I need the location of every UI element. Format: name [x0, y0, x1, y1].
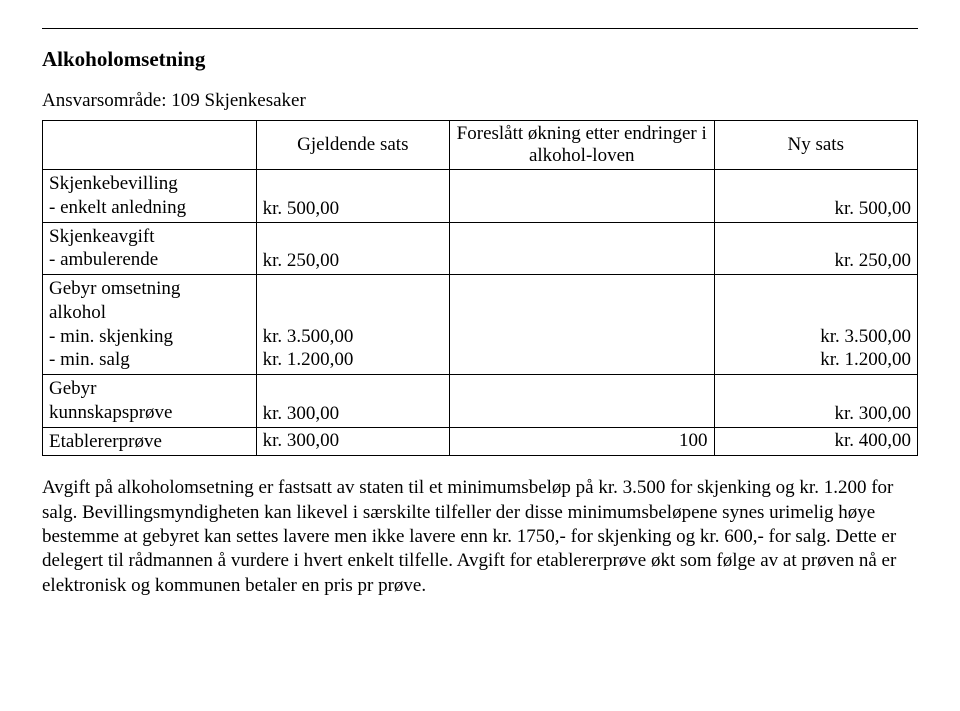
value-line: [721, 277, 912, 301]
row-label: Gebyr kunnskapsprøve: [43, 375, 257, 428]
row-new: kr. 400,00: [714, 427, 918, 456]
section-subtitle: Ansvarsområde: 109 Skjenkesaker: [42, 90, 918, 112]
row-increase: [449, 275, 714, 375]
label-line: Gebyr: [49, 377, 250, 401]
table-row: Gebyr omsetning alkohol - min. skjenking…: [43, 275, 918, 375]
label-line: Etablererprøve: [49, 430, 250, 454]
row-current: kr. 300,00: [256, 427, 449, 456]
page-title: Alkoholomsetning: [42, 47, 918, 72]
row-label: Gebyr omsetning alkohol - min. skjenking…: [43, 275, 257, 375]
label-line: - min. skjenking: [49, 325, 250, 349]
value-line: [263, 277, 443, 301]
value-line: kr. 3.500,00: [721, 325, 912, 349]
row-increase: [449, 222, 714, 275]
top-rule: [42, 28, 918, 29]
value-line: [263, 301, 443, 325]
label-line: alkohol: [49, 301, 250, 325]
label-line: - enkelt anledning: [49, 196, 250, 220]
value-line: kr. 1.200,00: [263, 348, 443, 372]
value-line: kr. 1.200,00: [721, 348, 912, 372]
header-proposed-increase: Foreslått økning etter endringer i alkoh…: [449, 121, 714, 170]
table-header-row: Gjeldende sats Foreslått økning etter en…: [43, 121, 918, 170]
label-line: - ambulerende: [49, 248, 250, 272]
label-line: - min. salg: [49, 348, 250, 372]
row-increase: [449, 375, 714, 428]
row-new: kr. 3.500,00 kr. 1.200,00: [714, 275, 918, 375]
label-line: kunnskapsprøve: [49, 401, 250, 425]
table-row: Skjenkeavgift - ambulerende kr. 250,00 k…: [43, 222, 918, 275]
header-current-rate: Gjeldende sats: [256, 121, 449, 170]
row-label: Etablererprøve: [43, 427, 257, 456]
fee-table: Gjeldende sats Foreslått økning etter en…: [42, 120, 918, 456]
table-row: Gebyr kunnskapsprøve kr. 300,00 kr. 300,…: [43, 375, 918, 428]
row-new: kr. 500,00: [714, 170, 918, 223]
label-line: Skjenkeavgift: [49, 225, 250, 249]
row-current: kr. 250,00: [256, 222, 449, 275]
row-label: Skjenkebevilling - enkelt anledning: [43, 170, 257, 223]
row-new: kr. 300,00: [714, 375, 918, 428]
row-current: kr. 500,00: [256, 170, 449, 223]
row-current: kr. 300,00: [256, 375, 449, 428]
table-body: Skjenkebevilling - enkelt anledning kr. …: [43, 170, 918, 456]
header-blank: [43, 121, 257, 170]
label-line: Gebyr omsetning: [49, 277, 250, 301]
row-new: kr. 250,00: [714, 222, 918, 275]
value-line: [721, 301, 912, 325]
row-label: Skjenkeavgift - ambulerende: [43, 222, 257, 275]
row-increase: 100: [449, 427, 714, 456]
table-row: Etablererprøve kr. 300,00 100 kr. 400,00: [43, 427, 918, 456]
body-paragraph: Avgift på alkoholomsetning er fastsatt a…: [42, 476, 918, 598]
value-line: kr. 3.500,00: [263, 325, 443, 349]
header-new-rate: Ny sats: [714, 121, 918, 170]
table-row: Skjenkebevilling - enkelt anledning kr. …: [43, 170, 918, 223]
label-line: Skjenkebevilling: [49, 172, 250, 196]
row-increase: [449, 170, 714, 223]
row-current: kr. 3.500,00 kr. 1.200,00: [256, 275, 449, 375]
